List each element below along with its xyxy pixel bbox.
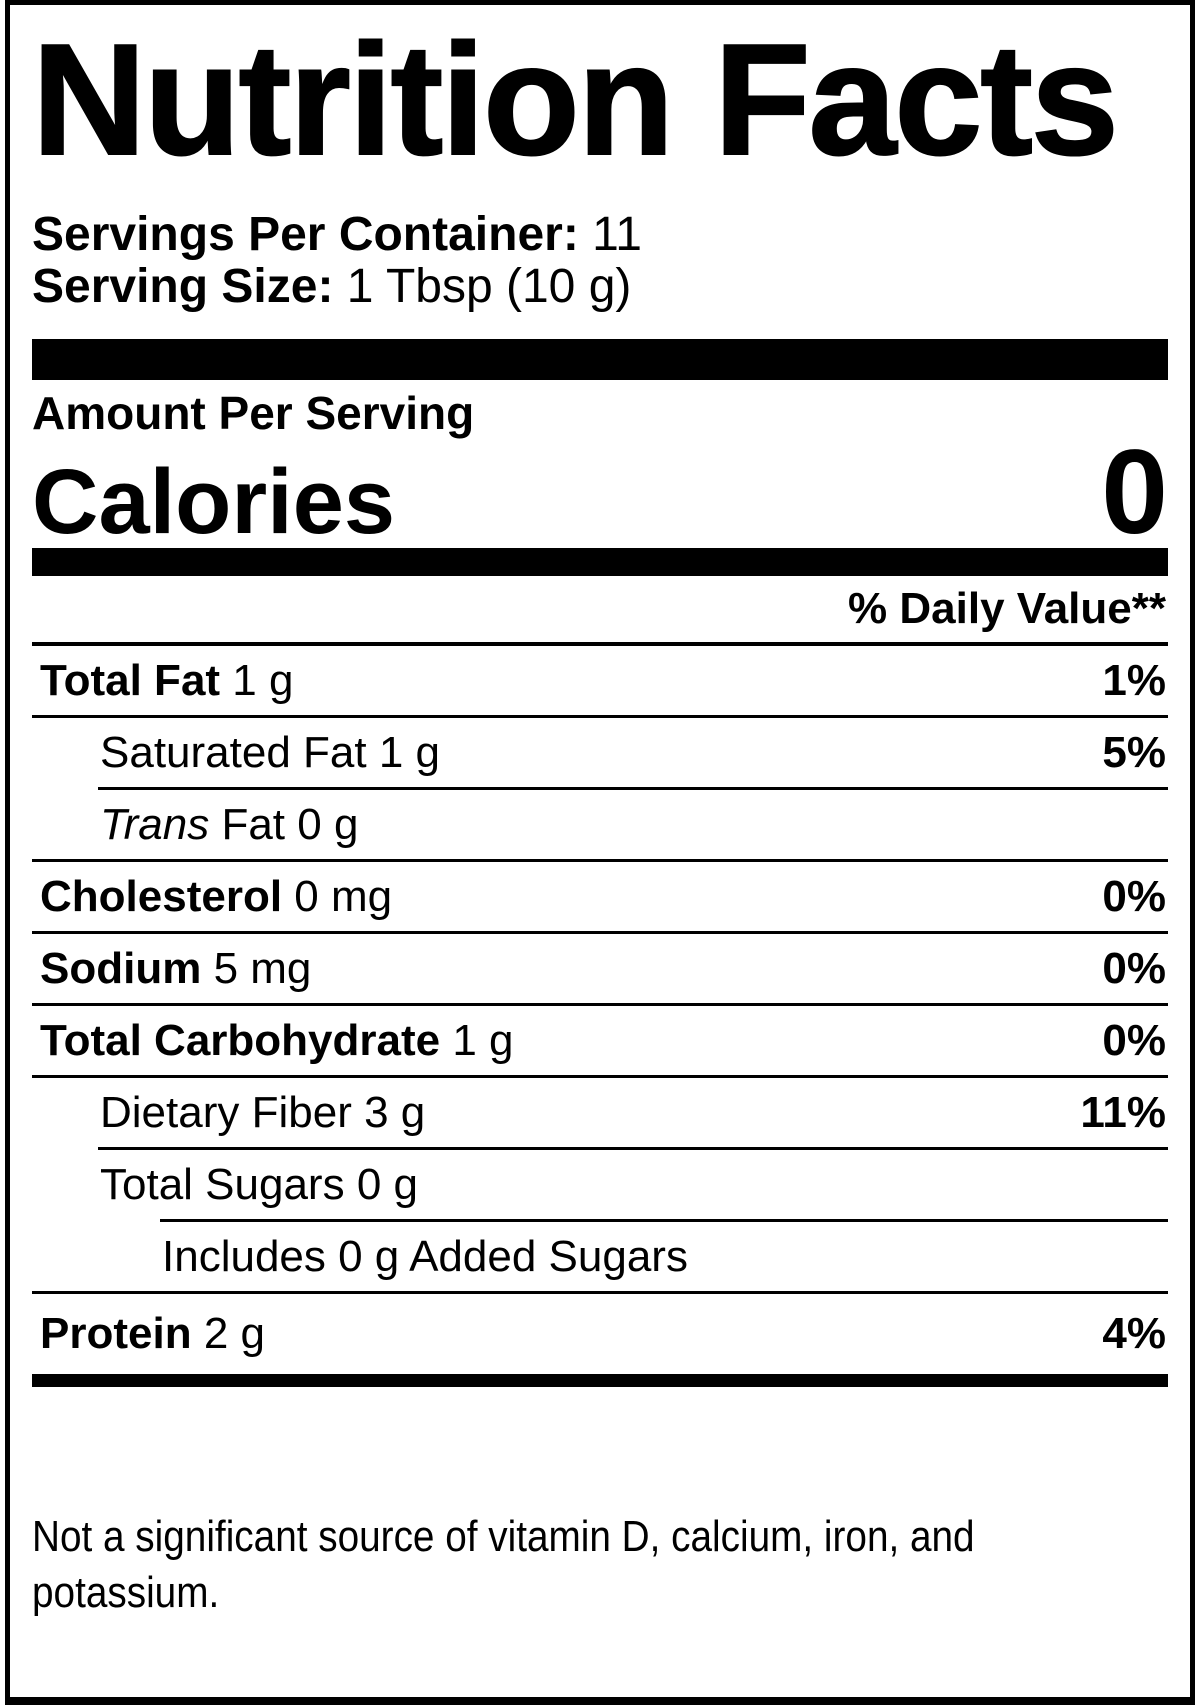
daily-value: 0% [1102,871,1166,921]
thick-separator-bar-bottom [32,1374,1168,1387]
amount-per-serving-heading: Amount Per Serving [32,387,475,439]
nutrient-name: Includes 0 g Added Sugars [162,1231,688,1281]
separator-rule [32,715,1168,718]
nutrient-name-group: Sodium 5 mg [32,944,311,994]
daily-value-header: % Daily Value** [32,584,1168,646]
nutrient-name-group: Total Sugars 0 g [32,1160,418,1210]
nutrient-amount: 1 g [452,1015,514,1065]
nutrient-name: Cholesterol [40,871,283,921]
nutrient-name-group: Cholesterol 0 mg [32,872,392,922]
daily-value: 4% [1102,1309,1166,1358]
calories-label: Calories [32,451,396,553]
separator-rule [32,1291,1168,1294]
separator-rule [32,1003,1168,1006]
nutrient-amount: 2 g [203,1309,265,1358]
separator-rule-indented [98,1147,1168,1150]
row-total-sugars: Total Sugars 0 g [32,1150,1168,1219]
calories-value: 0 [1101,425,1168,559]
nutrient-name: Total Sugars [100,1159,345,1209]
row-total-carbohydrate: Total Carbohydrate 1 g 0% [32,1006,1168,1075]
thick-separator-bar-top [32,339,1168,380]
serving-size-label: Serving Size: [32,260,334,313]
nutrient-name: Total Carbohydrate [40,1015,441,1065]
not-significant-text: Not a significant source of vitamin D, c… [32,1512,975,1617]
separator-rule [32,859,1168,862]
nutrient-name-group: Trans Fat 0 g [32,800,358,850]
not-significant-note: Not a significant source of vitamin D, c… [32,1397,1168,1697]
row-cholesterol: Cholesterol 0 mg 0% [32,862,1168,931]
nutrient-name-group: Dietary Fiber 3 g [32,1088,425,1138]
daily-value: 11% [1080,1087,1166,1137]
nutrient-name: Protein [40,1309,192,1358]
nutrient-name-group: Total Fat 1 g [32,656,293,706]
daily-value: 0% [1102,1015,1166,1065]
nutrient-name: Sodium [40,943,202,993]
row-total-fat: Total Fat 1 g 1% [32,646,1168,715]
row-added-sugars: Includes 0 g Added Sugars [32,1222,1168,1291]
nutrient-amount: 1 g [378,727,441,777]
row-sodium: Sodium 5 mg 0% [32,934,1168,1003]
row-protein: Protein 2 g 4% [32,1294,1168,1374]
nutrient-name: Fat [221,799,286,849]
serving-info-block: Servings Per Container: 11 Serving Size:… [32,209,1168,313]
nutrient-name: Total Fat [40,655,221,705]
nutrient-amount: 3 g [364,1087,426,1137]
nutrient-name-group: Saturated Fat 1 g [32,728,440,778]
nutrient-amount: 0 g [297,799,359,849]
serving-size-line: Serving Size: 1 Tbsp (10 g) [32,261,1168,313]
nutrient-amount: 0 g [356,1159,418,1209]
daily-value: 1% [1102,655,1166,705]
row-dietary-fiber: Dietary Fiber 3 g 11% [32,1078,1168,1147]
thick-separator-bar-calories [32,548,1168,576]
nutrient-name: Saturated Fat [100,727,367,777]
separator-rule-indented [160,1219,1168,1222]
servings-per-container-value: 11 [592,208,642,261]
nutrient-name-group: Includes 0 g Added Sugars [32,1232,688,1282]
separator-rule [32,1075,1168,1078]
servings-per-container-label: Servings Per Container: [32,208,579,261]
row-saturated-fat: Saturated Fat 1 g 5% [32,718,1168,787]
separator-rule-indented [98,787,1168,790]
nutrient-name-group: Total Carbohydrate 1 g [32,1016,514,1066]
daily-value: 0% [1102,943,1166,993]
nutrient-amount: 1 g [232,655,294,705]
nutrient-name-group: Protein 2 g [32,1309,265,1359]
calories-row: Calories 0 [32,425,1168,559]
servings-per-container-line: Servings Per Container: 11 [32,209,1168,261]
serving-size-value: 1 Tbsp (10 g) [346,260,632,313]
nutrition-facts-label: Nutrition Facts Servings Per Container: … [5,0,1195,1705]
nutrient-name: Dietary Fiber [100,1087,352,1137]
nutrient-amount: 5 mg [213,943,312,993]
label-title: Nutrition Facts [31,12,1120,188]
row-trans-fat: Trans Fat 0 g [32,790,1168,859]
nutrient-name-italic: Trans [100,799,210,849]
separator-rule [32,931,1168,934]
nutrient-amount: 0 mg [294,871,393,921]
daily-value: 5% [1102,727,1166,777]
